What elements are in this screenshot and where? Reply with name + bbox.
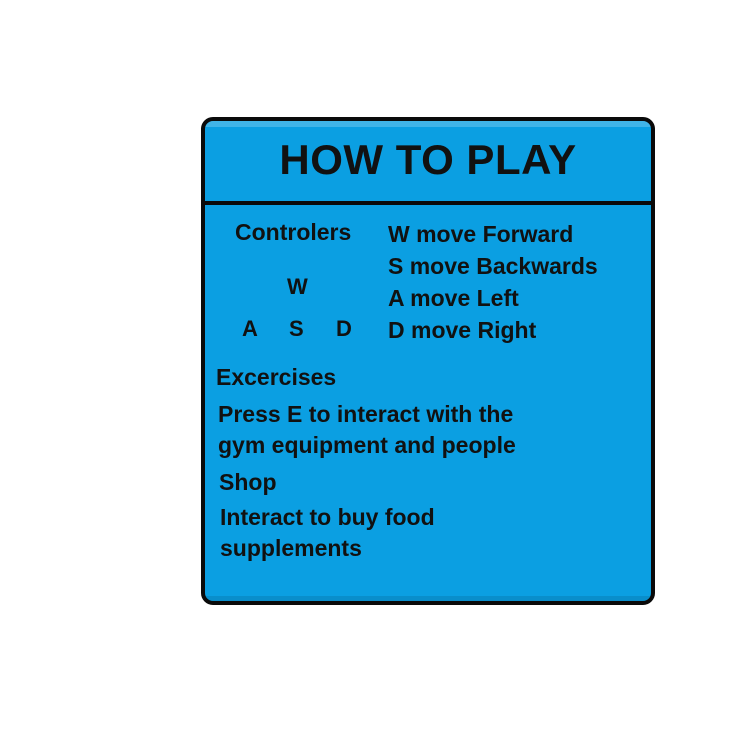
key-s: S	[289, 316, 304, 341]
controls-heading: Controlers	[235, 219, 352, 245]
shop-text-line1: Interact to buy food	[220, 504, 435, 530]
exercises-text-line2: gym equipment and people	[218, 432, 516, 458]
instruction-right: D move Right	[388, 317, 537, 343]
shop-text-line2: supplements	[220, 535, 362, 561]
panel-title: HOW TO PLAY	[279, 136, 577, 183]
shop-heading: Shop	[219, 469, 277, 495]
key-a: A	[242, 316, 258, 341]
instruction-forward: W move Forward	[388, 221, 574, 247]
instruction-backwards: S move Backwards	[388, 253, 598, 279]
panel-highlight	[205, 121, 651, 127]
title-divider	[205, 201, 651, 205]
instruction-left: A move Left	[388, 285, 519, 311]
exercises-text-line1: Press E to interact with the	[218, 401, 514, 427]
exercises-heading: Excercises	[216, 364, 337, 390]
key-d: D	[336, 316, 352, 341]
key-w: W	[287, 274, 308, 299]
how-to-play-panel: HOW TO PLAY Controlers W A S D W move Fo…	[201, 117, 655, 605]
panel-shadow	[205, 596, 651, 601]
